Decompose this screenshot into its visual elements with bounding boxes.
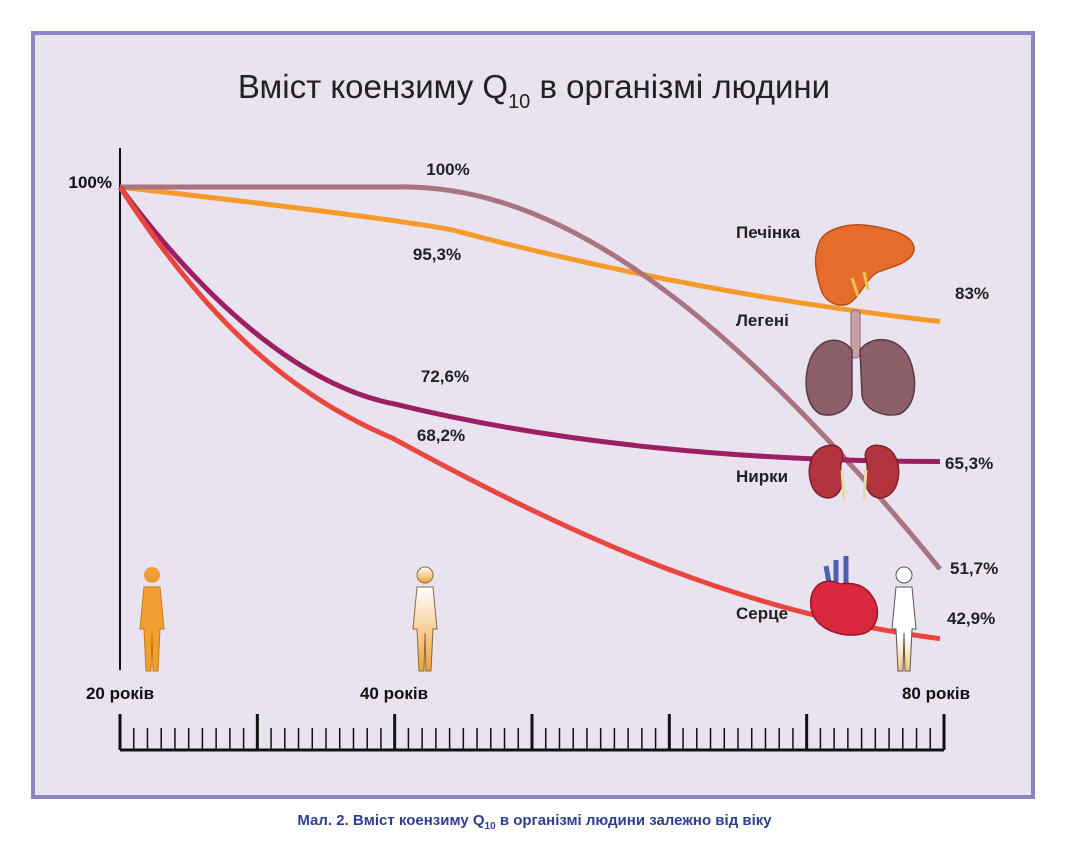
label-kidneys-80: 65,3% bbox=[945, 454, 993, 473]
person-20-icon bbox=[139, 567, 165, 672]
liver-icon bbox=[814, 224, 915, 306]
label-heart-80: 42,9% bbox=[947, 609, 995, 628]
x-tick-label-80: 80 років bbox=[902, 684, 970, 703]
series-line-3 bbox=[117, 185, 941, 464]
y-start-label: 100% bbox=[69, 173, 112, 192]
series-line-1 bbox=[119, 184, 941, 324]
x-tick-label-20: 20 років bbox=[86, 684, 154, 703]
label-kidneys-40: 72,6% bbox=[421, 367, 469, 386]
person-80-icon bbox=[891, 566, 917, 672]
label-lungs-80: 51,7% bbox=[950, 559, 998, 578]
x-tick-label-40: 40 років bbox=[360, 684, 428, 703]
chart-title: Вміст коензиму Q10 в організмі людини bbox=[238, 68, 830, 113]
label-heart-40: 68,2% bbox=[417, 426, 465, 445]
figure-caption: Мал. 2. Вміст коензиму Q10 в організмі л… bbox=[297, 812, 772, 832]
legend-lungs: Легені bbox=[736, 311, 789, 330]
label-liver-40: 95,3% bbox=[413, 245, 461, 264]
legend-kidneys: Нирки bbox=[736, 467, 788, 486]
heart-icon bbox=[809, 556, 879, 636]
age-ruler bbox=[118, 714, 946, 752]
chart-frame bbox=[31, 31, 1035, 799]
legend-heart: Серце bbox=[736, 604, 788, 623]
series-line-4 bbox=[117, 185, 941, 642]
legend-liver: Печінка bbox=[736, 223, 801, 242]
kidneys-icon bbox=[808, 444, 900, 501]
lungs-icon bbox=[805, 309, 916, 416]
label-lungs-40: 100% bbox=[426, 160, 469, 179]
label-liver-80: 83% bbox=[955, 284, 989, 303]
person-40-icon bbox=[412, 566, 438, 672]
